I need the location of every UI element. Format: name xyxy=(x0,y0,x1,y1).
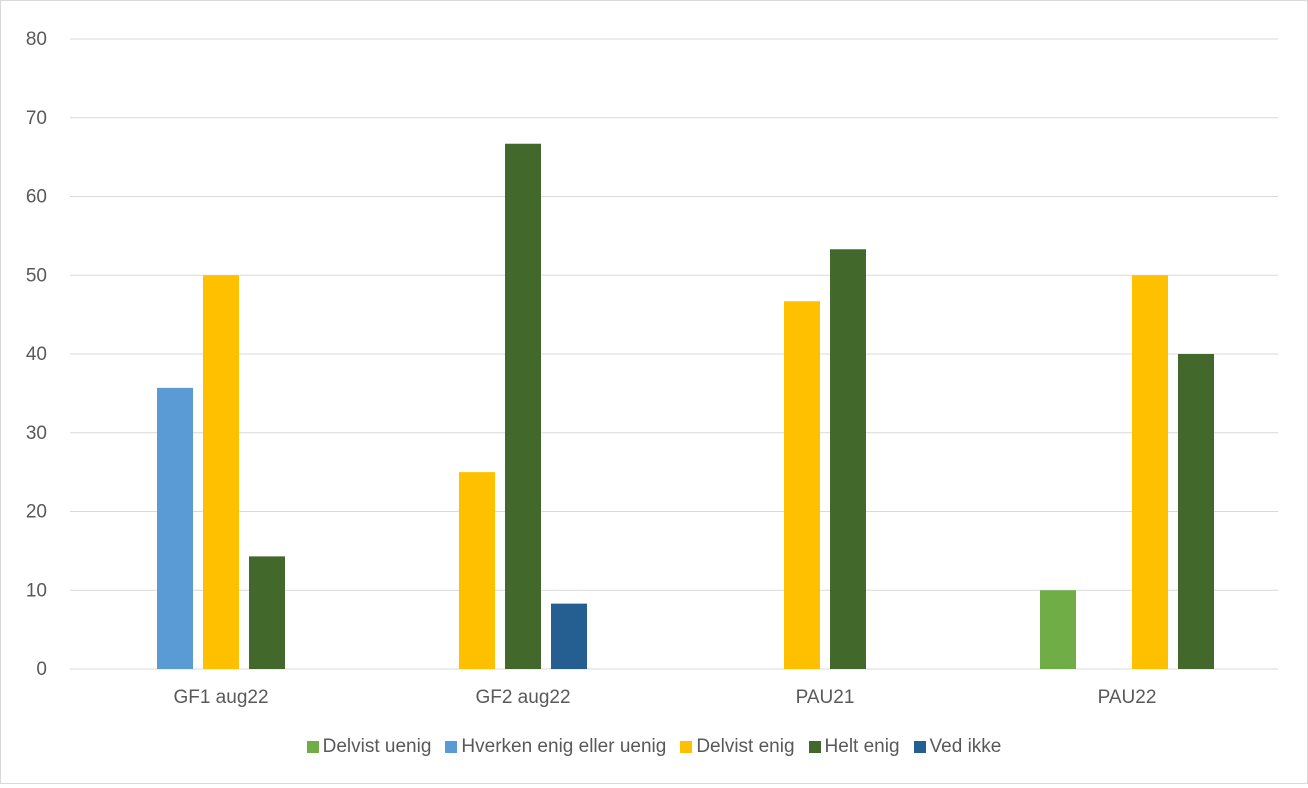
y-tick-label: 70 xyxy=(26,108,47,129)
y-tick-label: 0 xyxy=(36,659,47,680)
legend-label: Delvist enig xyxy=(696,736,795,757)
legend-swatch xyxy=(808,741,821,753)
legend: Delvist uenig Hverken enig eller uenig Del… xyxy=(1,736,1307,758)
bar-delvist-uenig-pau22 xyxy=(1040,590,1076,669)
legend-item: Hverken enig eller uenig xyxy=(445,736,666,758)
bar-delvist-enig-gf1-aug22 xyxy=(203,275,239,669)
bar-delvist-enig-pau21 xyxy=(784,301,820,669)
y-tick-label: 80 xyxy=(26,29,47,50)
legend-label: Ved ikke xyxy=(929,736,1002,757)
legend-label: Helt enig xyxy=(824,736,900,757)
bar-helt-enig-gf2-aug22 xyxy=(505,143,541,670)
bar-helt-enig-gf1-aug22 xyxy=(249,556,285,669)
y-tick-label: 40 xyxy=(26,344,47,365)
legend-swatch xyxy=(913,741,926,753)
bar-helt-enig-pau22 xyxy=(1178,354,1214,669)
y-tick-label: 50 xyxy=(26,265,47,286)
bars xyxy=(157,143,1214,670)
x-tick-label: GF1 aug22 xyxy=(173,687,268,708)
legend-item: Helt enig xyxy=(808,736,900,758)
y-tick-label: 60 xyxy=(26,187,47,208)
x-tick-label: PAU22 xyxy=(1098,687,1157,708)
bar-hverken-enig-eller-uenig-gf1-aug22 xyxy=(157,387,193,669)
bar-delvist-enig-pau22 xyxy=(1132,275,1168,669)
x-axis-ticks: GF1 aug22 GF2 aug22 PAU21 PAU22 xyxy=(173,687,1156,708)
y-tick-label: 30 xyxy=(26,423,47,444)
legend-item: Delvist uenig xyxy=(306,736,432,758)
legend-swatch xyxy=(680,741,693,753)
legend-swatch xyxy=(306,741,319,753)
y-tick-label: 10 xyxy=(26,580,47,601)
legend-label: Delvist uenig xyxy=(322,736,432,757)
bar-ved-ikke-gf2-aug22 xyxy=(551,603,587,669)
y-tick-label: 20 xyxy=(26,502,47,523)
bar-delvist-enig-gf2-aug22 xyxy=(459,472,495,669)
legend-item: Delvist enig xyxy=(680,736,795,758)
x-tick-label: GF2 aug22 xyxy=(475,687,570,708)
y-axis-ticks: 0 10 20 30 40 50 60 70 80 xyxy=(26,29,47,680)
bar-helt-enig-pau21 xyxy=(830,249,866,669)
x-tick-label: PAU21 xyxy=(796,687,855,708)
legend-label: Hverken enig eller uenig xyxy=(461,736,667,757)
legend-swatch xyxy=(445,741,458,753)
legend-item: Ved ikke xyxy=(913,736,1002,758)
